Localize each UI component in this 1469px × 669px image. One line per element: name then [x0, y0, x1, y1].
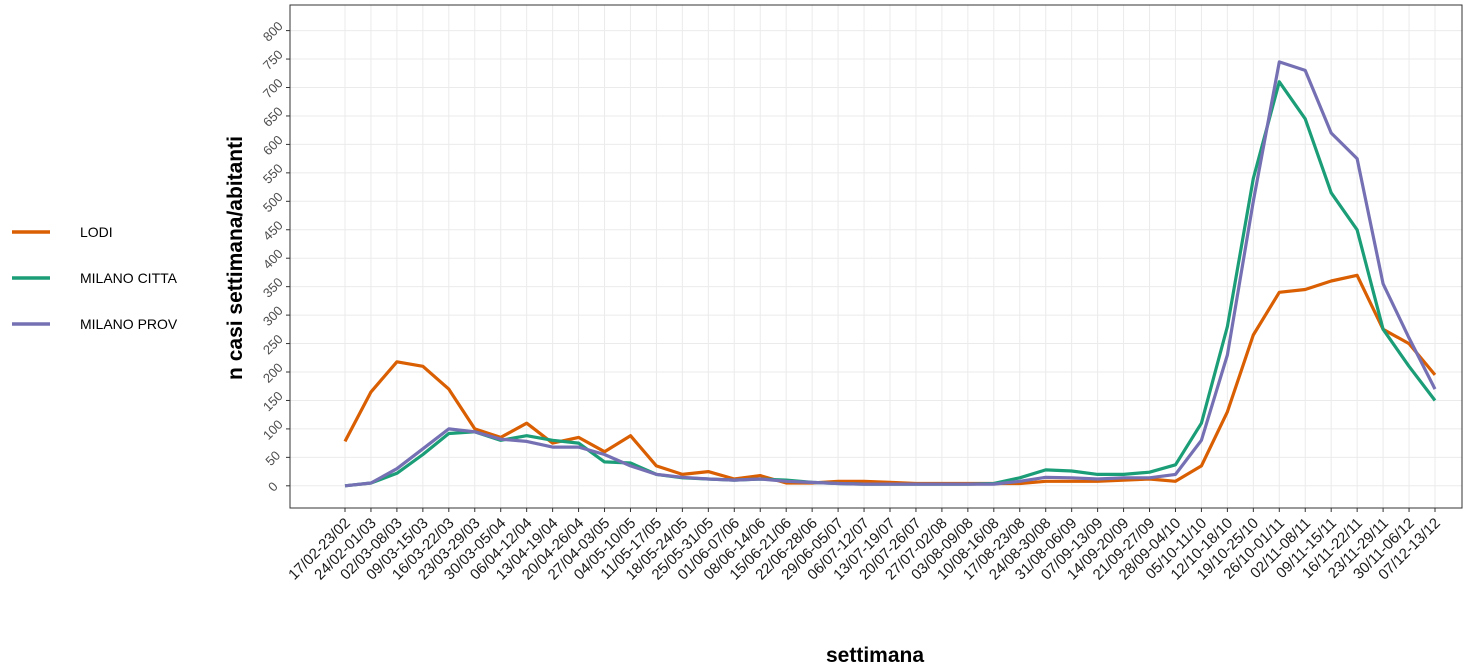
y-tick-label: 650	[260, 104, 286, 130]
y-tick-label: 200	[260, 360, 286, 386]
y-tick-label: 550	[260, 161, 286, 187]
legend-label: LODI	[80, 224, 113, 240]
y-tick-label: 0	[265, 479, 281, 495]
y-tick-label: 350	[260, 274, 286, 300]
y-tick-label: 600	[260, 132, 286, 158]
y-tick-label: 250	[260, 331, 286, 357]
y-tick-label: 500	[260, 189, 286, 215]
y-tick-label: 400	[260, 246, 286, 272]
y-tick-label: 750	[260, 47, 286, 73]
x-axis-label: settimana	[826, 644, 924, 667]
y-tick-label: 50	[262, 448, 283, 469]
y-tick-label: 700	[260, 75, 286, 101]
legend-label: MILANO PROV	[80, 316, 178, 332]
y-tick-label: 450	[260, 218, 286, 244]
y-tick-label: 150	[260, 388, 286, 414]
y-axis-label: n casi settimana/abitanti	[224, 136, 247, 380]
series-line	[344, 60, 1437, 488]
y-tick-label: 800	[260, 18, 286, 44]
y-tick-label: 300	[260, 303, 286, 329]
legend-label: MILANO CITTA	[80, 270, 178, 286]
series-line	[343, 273, 1437, 486]
plot-border	[289, 4, 1463, 509]
y-tick-label: 100	[260, 417, 286, 443]
